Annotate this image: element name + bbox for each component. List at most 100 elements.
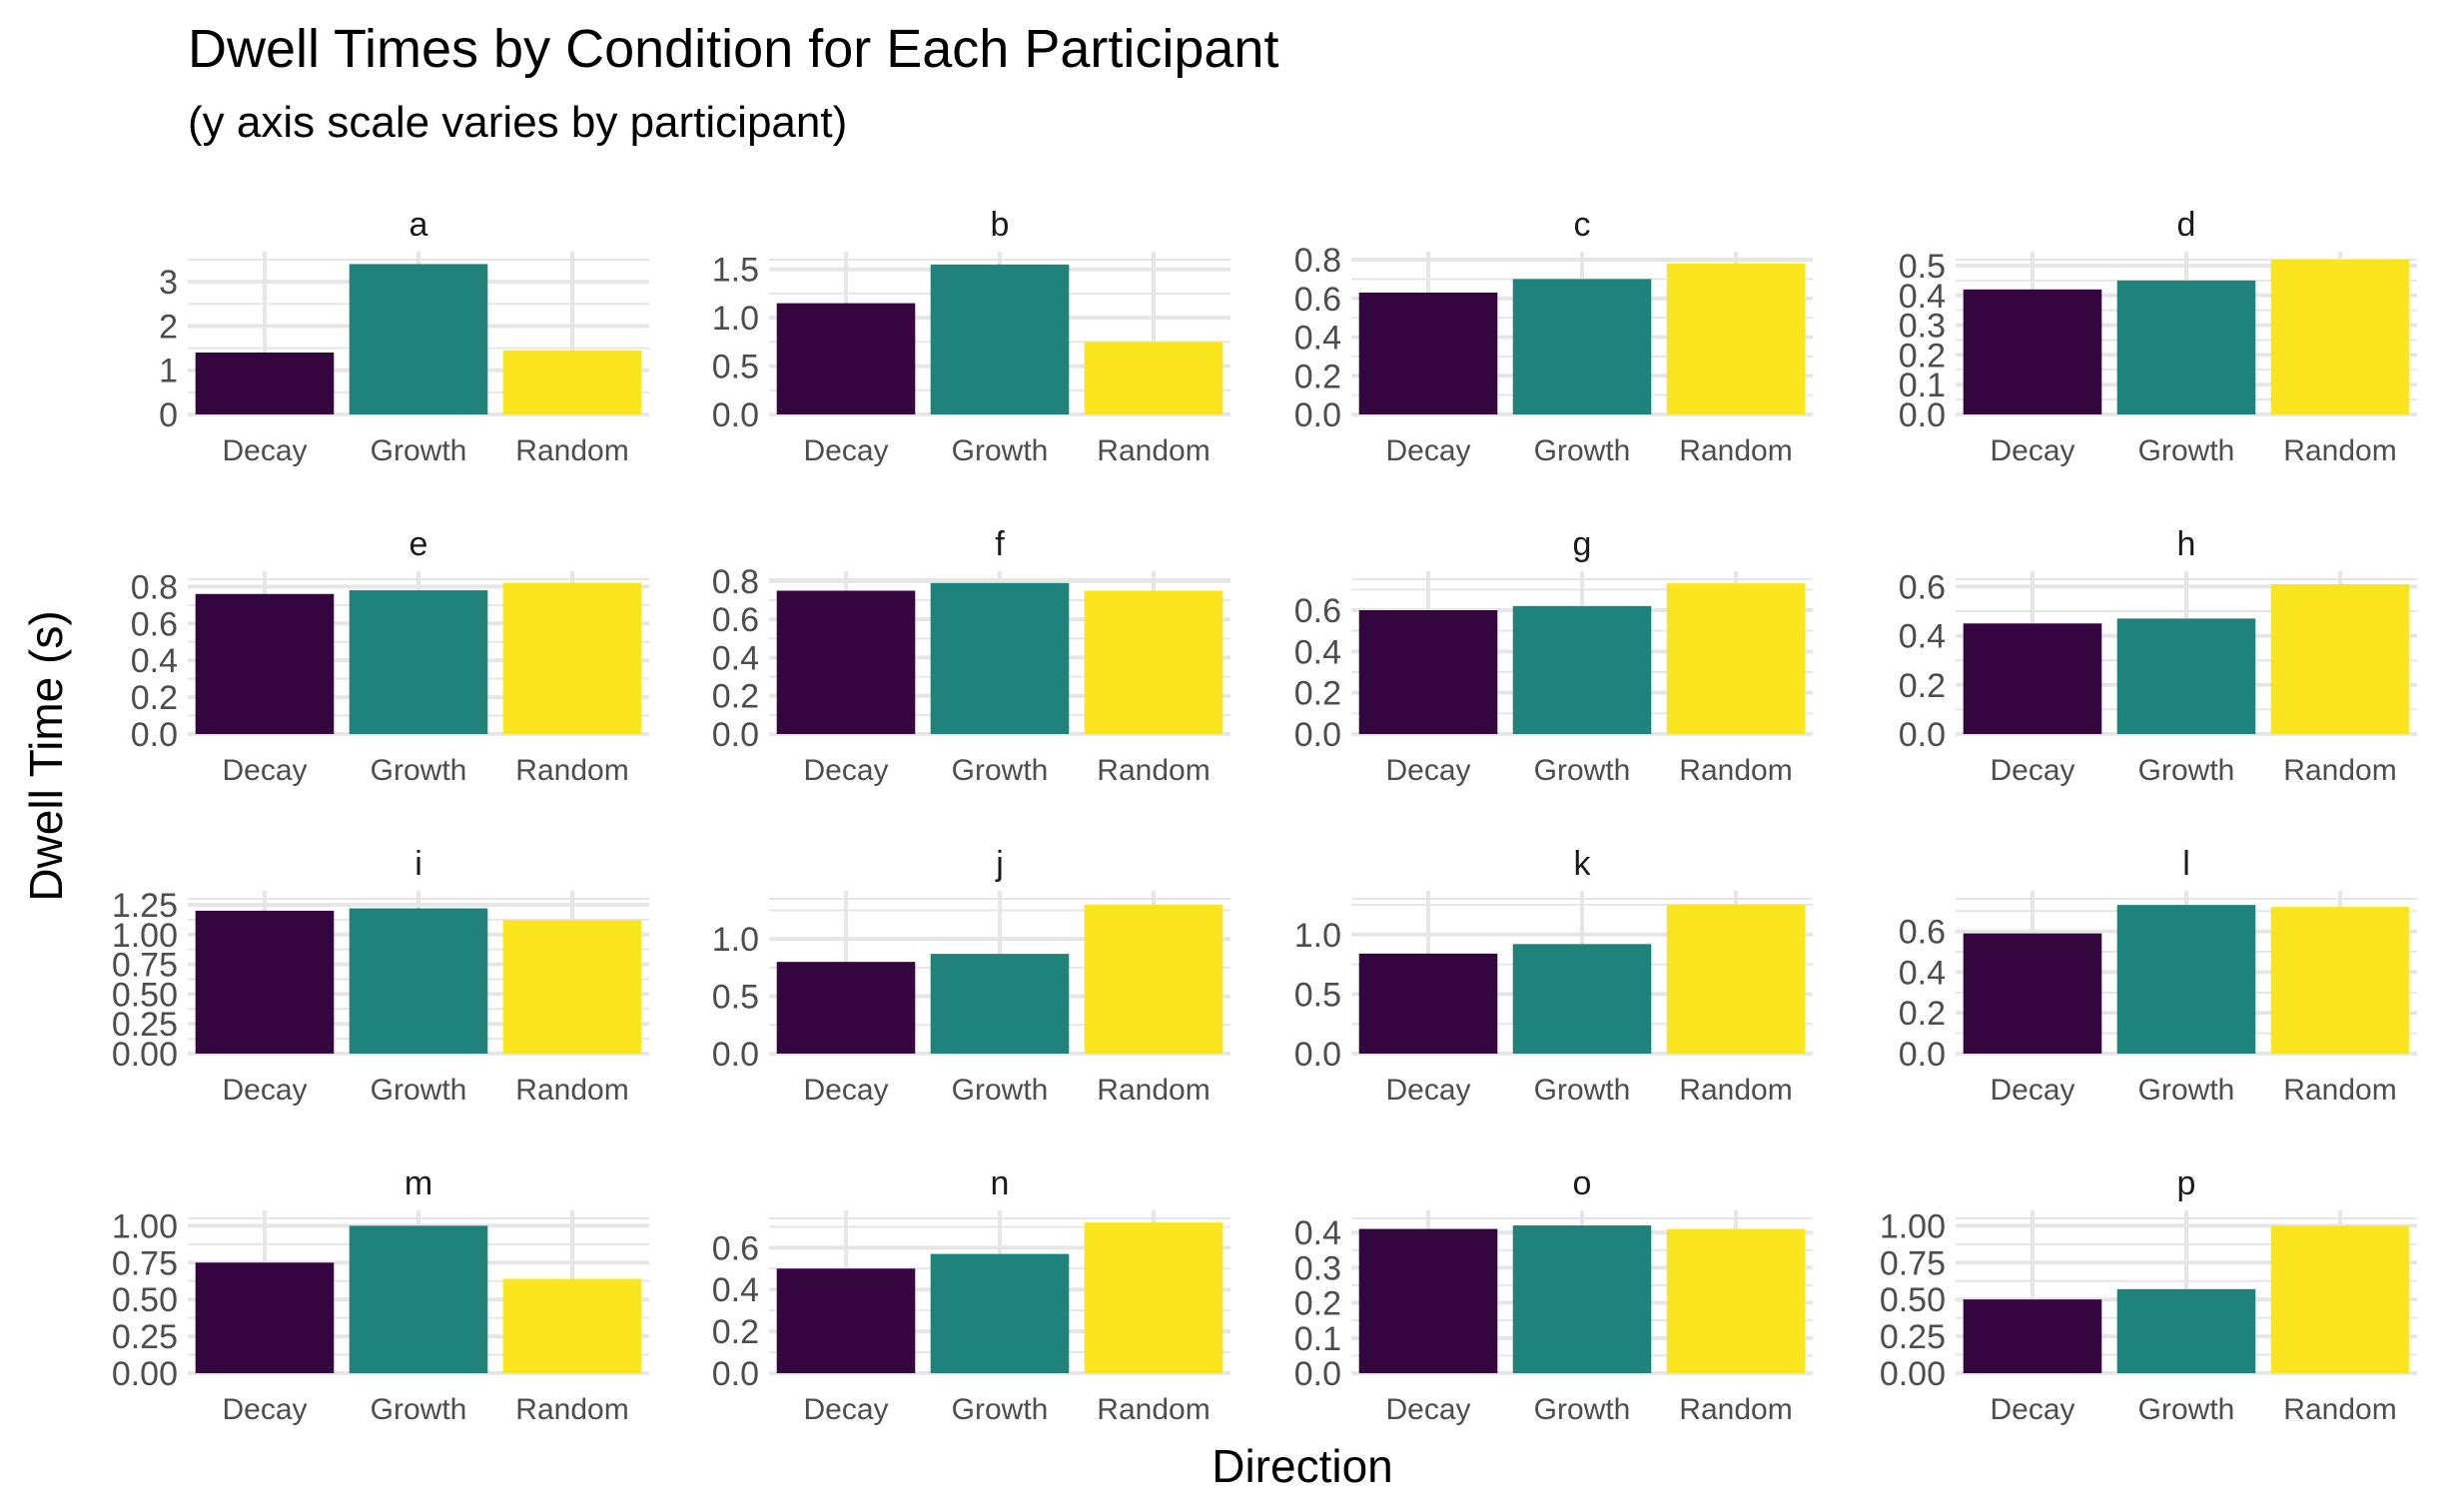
bar-decay <box>1963 623 2102 734</box>
bar-decay <box>195 1262 335 1373</box>
y-tick-label: 0.8 <box>712 563 759 601</box>
x-tick-label: Decay <box>1385 1074 1470 1107</box>
x-tick-label: Growth <box>952 434 1049 467</box>
y-tick-label: 0.2 <box>712 1313 759 1351</box>
y-tick-label: 0.2 <box>1294 1285 1341 1323</box>
x-tick-label: Random <box>1097 754 1210 787</box>
y-tick-label: 0.0 <box>131 716 178 754</box>
bar-random <box>502 1278 642 1373</box>
y-axis-title: Dwell Time (s) <box>20 610 72 901</box>
bar-decay <box>776 303 916 414</box>
bar-random <box>1084 590 1224 734</box>
panel-label: b <box>991 206 1010 244</box>
bar-growth <box>1512 944 1652 1054</box>
y-tick-label: 1.00 <box>1880 1207 1946 1245</box>
y-tick-label: 0 <box>159 396 178 434</box>
x-tick-label: Growth <box>371 1393 467 1426</box>
panel-g: g 0.00.2 0.40.6 Decay Growth Random <box>1294 525 1813 787</box>
panel-b: b 0.0 0.5 1.0 1.5 Decay Growth Random <box>712 206 1230 467</box>
y-tick-label: 0.5 <box>1899 248 1946 286</box>
x-tick-label: Growth <box>952 754 1049 787</box>
chart-title: Dwell Times by Condition for Each Partic… <box>188 19 1279 79</box>
bar-growth <box>1512 605 1652 734</box>
y-tick-label: 0.0 <box>1294 716 1341 754</box>
y-tick-label: 0.75 <box>112 947 178 985</box>
bar-decay <box>1963 1299 2102 1373</box>
y-tick-label: 0.0 <box>1899 716 1946 754</box>
panel-label: g <box>1573 525 1592 563</box>
y-tick-label: 0.25 <box>112 1318 178 1356</box>
x-tick-label: Growth <box>1534 434 1631 467</box>
y-tick-label: 0.4 <box>1294 320 1341 358</box>
bar-random <box>502 582 642 734</box>
bar-random <box>1084 1222 1224 1373</box>
bar-decay <box>1358 292 1498 414</box>
x-tick-label: Decay <box>1990 1393 2074 1426</box>
panel-label: m <box>405 1164 432 1202</box>
bar-decay <box>1358 610 1498 734</box>
y-tick-label: 0.0 <box>712 396 759 434</box>
panel-label: l <box>2182 845 2190 883</box>
panel-label: o <box>1573 1164 1592 1202</box>
x-tick-label: Growth <box>952 1074 1049 1107</box>
x-tick-label: Decay <box>222 1074 307 1107</box>
y-tick-label: 0.6 <box>712 1229 759 1267</box>
y-tick-label: 0.50 <box>112 976 178 1014</box>
panel-m: m 0.000.250.500.751.00 Decay Growth Random <box>112 1164 649 1426</box>
x-tick-label: Growth <box>371 434 467 467</box>
panel-n: n 0.0 0.2 0.4 0.6 Decay Growth Random <box>712 1164 1230 1426</box>
x-tick-label: Random <box>2283 754 2396 787</box>
x-tick-label: Growth <box>952 1393 1049 1426</box>
y-tick-label: 0.2 <box>1294 675 1341 713</box>
y-tick-label: 2 <box>159 308 178 346</box>
y-tick-label: 0.6 <box>131 605 178 643</box>
y-tick-label: 0.50 <box>112 1281 178 1319</box>
x-tick-label: Random <box>2283 1074 2396 1107</box>
y-tick-label: 0.0 <box>1899 1036 1946 1074</box>
y-tick-label: 0.4 <box>712 639 759 677</box>
x-tick-label: Growth <box>2138 1393 2235 1426</box>
x-tick-label: Decay <box>1990 754 2074 787</box>
y-tick-label: 0.4 <box>1899 278 1946 316</box>
x-tick-label: Random <box>1097 434 1210 467</box>
x-axis-title: Direction <box>1212 1440 1393 1492</box>
x-tick-label: Decay <box>1385 754 1470 787</box>
bar-growth <box>930 582 1070 734</box>
bar-growth <box>349 908 488 1054</box>
y-tick-label: 0.0 <box>712 1036 759 1074</box>
bar-decay <box>195 353 335 414</box>
y-tick-label: 0.8 <box>1294 242 1341 280</box>
bar-random <box>502 920 642 1054</box>
y-tick-label: 0.2 <box>131 679 178 717</box>
bar-random <box>502 350 642 414</box>
x-tick-label: Growth <box>1534 1074 1631 1107</box>
x-tick-label: Random <box>2283 434 2396 467</box>
bar-random <box>1084 904 1224 1054</box>
y-tick-label: 1.5 <box>712 252 759 290</box>
panel-label: j <box>995 845 1004 883</box>
y-tick-label: 0.00 <box>1880 1355 1946 1393</box>
bar-growth <box>930 264 1070 414</box>
panel-label: a <box>409 206 428 244</box>
y-tick-label: 0.2 <box>1899 995 1946 1033</box>
y-tick-label: 0.5 <box>712 349 759 386</box>
panel-label: p <box>2177 1164 2196 1202</box>
x-tick-label: Random <box>1679 754 1792 787</box>
panel-c: c 0.00.20.40.60.8 Decay Growth Random <box>1294 206 1813 467</box>
y-tick-label: 0.4 <box>1899 954 1946 992</box>
y-tick-label: 0.6 <box>1294 592 1341 630</box>
panel-p: p 0.000.250.500.751.00 Decay Growth Random <box>1880 1164 2417 1426</box>
y-tick-label: 0.3 <box>1899 308 1946 346</box>
y-tick-label: 1.0 <box>712 921 759 959</box>
x-tick-label: Decay <box>803 1074 888 1107</box>
bar-decay <box>1358 953 1498 1054</box>
y-tick-label: 0.25 <box>1880 1318 1946 1356</box>
y-tick-label: 0.2 <box>712 678 759 716</box>
x-tick-label: Decay <box>1385 434 1470 467</box>
x-tick-label: Growth <box>2138 1074 2235 1107</box>
bar-growth <box>349 590 488 734</box>
panel-h: h 0.0 0.2 0.4 0.6 Decay Growth Random <box>1899 525 2417 787</box>
panel-j: j 0.0 0.5 1.0 Decay Growth Random <box>712 845 1230 1107</box>
bar-decay <box>776 1268 916 1373</box>
